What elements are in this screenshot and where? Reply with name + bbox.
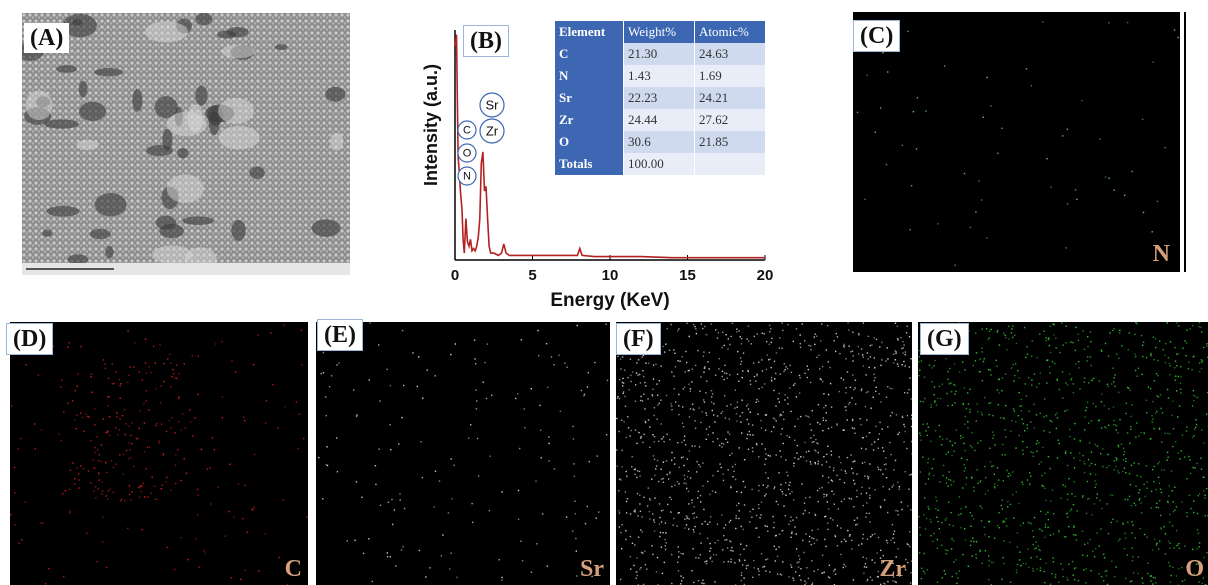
element-label-c: C (284, 556, 302, 582)
peak-marker (457, 143, 477, 163)
table-header-cell: Weight% (623, 21, 695, 43)
panel-label-b: (B) (463, 25, 509, 57)
table-row: C 21.30 24.63 (555, 43, 766, 65)
element-map-c-dots (10, 324, 308, 585)
peak-marker (457, 166, 477, 186)
table-cell: 27.62 (694, 109, 766, 131)
table-cell: 22.23 (623, 87, 695, 109)
divider (1184, 12, 1186, 272)
table-cell: 1.43 (623, 65, 695, 87)
element-map-o-dots (918, 322, 1208, 585)
element-map-zr: Zr (616, 322, 912, 585)
element-composition-table: Element Weight% Atomic% C 21.30 24.63 N 1.43 1.6… (555, 21, 766, 175)
table-cell: 1.69 (694, 65, 766, 87)
table-cell: Zr (555, 109, 624, 131)
element-map-n: N (853, 12, 1180, 272)
sem-image-panel: (A) (22, 13, 350, 275)
element-label-n: N (1152, 241, 1170, 267)
element-map-c: C (10, 322, 308, 585)
table-header-cell: Atomic% (694, 21, 766, 43)
peak-label: Zr (486, 123, 499, 138)
table-cell: 100.00 (623, 153, 695, 175)
spectrum-line (454, 34, 765, 259)
x-tick-label: 0 (451, 267, 459, 284)
table-cell: Totals (555, 153, 624, 175)
panel-label-g: (G) (920, 323, 969, 355)
table-cell: 24.63 (694, 43, 766, 65)
table-cell: 24.44 (623, 109, 695, 131)
table-cell: N (555, 65, 624, 87)
peak-label: N (463, 171, 471, 183)
peak-marker (457, 120, 477, 140)
element-map-zr-dots (616, 322, 912, 585)
table-cell: Sr (555, 87, 624, 109)
table-row: N 1.43 1.69 (555, 65, 766, 87)
peak-marker (479, 118, 505, 144)
x-tick-label: 15 (679, 267, 696, 284)
panel-label-a: (A) (24, 23, 70, 53)
panel-label-d: (D) (6, 323, 54, 355)
panel-label-f: (F) (616, 323, 661, 355)
y-axis-label: Intensity (a.u.) (421, 64, 441, 186)
table-row: Totals 100.00 (555, 153, 766, 175)
table-row: O 30.6 21.85 (555, 131, 766, 153)
table-cell: O (555, 131, 624, 153)
table-cell: 30.6 (623, 131, 695, 153)
table-cell: 24.21 (694, 87, 766, 109)
element-label-zr: Zr (879, 556, 906, 582)
x-tick-label: 5 (528, 267, 536, 284)
eds-spectrum-panel: 0 5 10 15 20 Energy (KeV) Intensity (a.u.) C O N S… (415, 10, 785, 315)
element-map-n-dots (856, 21, 1179, 266)
table-header-cell: Element (555, 21, 624, 43)
table-row: Sr 22.23 24.21 (555, 87, 766, 109)
element-label-sr: Sr (580, 556, 604, 582)
peak-label: Sr (486, 97, 500, 112)
table-header-row: Element Weight% Atomic% (555, 21, 766, 43)
peak-label: C (463, 125, 471, 137)
element-label-o: O (1185, 556, 1204, 582)
table-row: Zr 24.44 27.62 (555, 109, 766, 131)
table-cell: 21.85 (694, 131, 766, 153)
element-map-o: O (918, 322, 1208, 585)
x-tick-label: 10 (602, 267, 619, 284)
peak-marker (479, 92, 505, 118)
x-tick-label: 20 (757, 267, 774, 284)
element-map-sr: Sr (316, 322, 610, 585)
table-cell (694, 153, 766, 175)
sem-image (22, 13, 350, 275)
peak-label: O (463, 148, 472, 160)
panel-label-c: (C) (853, 20, 901, 52)
table-cell: C (555, 43, 624, 65)
x-axis-label: Energy (KeV) (550, 290, 669, 311)
panel-label-e: (E) (317, 319, 363, 351)
element-map-sr-dots (318, 322, 609, 583)
table-cell: 21.30 (623, 43, 695, 65)
